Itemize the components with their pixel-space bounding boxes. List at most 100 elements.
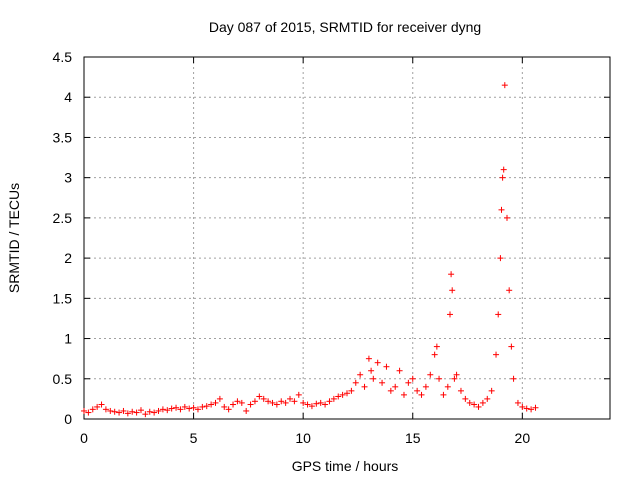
data-point <box>269 399 276 406</box>
data-point <box>493 351 500 358</box>
data-point <box>295 391 302 398</box>
y-tick-label: 3 <box>64 170 72 186</box>
data-point <box>291 398 298 405</box>
data-point <box>348 387 355 394</box>
data-point <box>365 355 372 362</box>
y-tick-label: 4.5 <box>53 49 73 65</box>
data-point <box>129 408 136 415</box>
data-point <box>352 379 359 386</box>
data-point <box>190 404 197 411</box>
data-point <box>422 383 429 390</box>
data-point <box>256 393 263 400</box>
data-point <box>234 398 241 405</box>
data-point <box>251 398 258 405</box>
x-tick-label: 20 <box>515 430 531 446</box>
data-point <box>221 403 228 410</box>
data-point <box>532 404 539 411</box>
x-tick-label: 15 <box>405 430 421 446</box>
data-point <box>287 395 294 402</box>
data-point <box>230 401 237 408</box>
data-point <box>137 407 144 414</box>
data-point <box>510 375 517 382</box>
data-point <box>94 403 101 410</box>
chart-title: Day 087 of 2015, SRMTID for receiver dyn… <box>209 19 481 35</box>
data-point <box>436 375 443 382</box>
y-tick-label: 0 <box>64 411 72 427</box>
y-tick-label: 3.5 <box>53 129 73 145</box>
data-point <box>199 403 206 410</box>
data-point <box>159 406 166 413</box>
data-point <box>370 375 377 382</box>
data-point <box>449 287 456 294</box>
data-point <box>368 367 375 374</box>
data-point <box>462 395 469 402</box>
data-point <box>396 367 403 374</box>
data-point <box>308 403 315 410</box>
y-tick-label: 1.5 <box>53 290 73 306</box>
data-point <box>392 383 399 390</box>
data-point <box>523 405 530 412</box>
data-point <box>374 359 381 366</box>
data-point <box>475 403 482 410</box>
data-point <box>313 400 320 407</box>
data-point <box>177 406 184 413</box>
data-point <box>418 391 425 398</box>
data-point <box>448 271 455 278</box>
plot-area <box>83 56 611 420</box>
data-point <box>457 387 464 394</box>
data-point <box>194 406 201 413</box>
data-point <box>142 411 149 418</box>
grid <box>84 57 610 419</box>
data-point <box>116 409 123 416</box>
data-point <box>124 410 131 417</box>
data-points <box>81 82 539 418</box>
data-point <box>519 403 526 410</box>
x-tick-label: 0 <box>80 430 88 446</box>
data-point <box>400 391 407 398</box>
data-point <box>243 407 250 414</box>
data-point <box>488 387 495 394</box>
x-tick-label: 10 <box>295 430 311 446</box>
data-point <box>440 391 447 398</box>
data-point <box>501 82 508 89</box>
data-point <box>238 399 245 406</box>
data-point <box>265 398 272 405</box>
data-point <box>528 406 535 413</box>
data-point <box>304 401 311 408</box>
data-point <box>300 399 307 406</box>
data-point <box>453 371 460 378</box>
data-point <box>120 407 127 414</box>
data-point <box>186 405 193 412</box>
y-tick-label: 1 <box>64 331 72 347</box>
data-point <box>339 391 346 398</box>
data-point <box>498 206 505 213</box>
data-point <box>379 379 386 386</box>
data-point <box>107 407 114 414</box>
data-point <box>322 401 329 408</box>
data-point <box>326 398 333 405</box>
data-point <box>506 287 513 294</box>
y-tick-label: 0.5 <box>53 371 73 387</box>
data-point <box>479 399 486 406</box>
data-point <box>260 395 267 402</box>
data-point <box>168 405 175 412</box>
data-point <box>466 399 473 406</box>
data-point <box>181 403 188 410</box>
data-point <box>361 383 368 390</box>
data-point <box>335 393 342 400</box>
data-point <box>203 403 210 410</box>
data-point <box>357 371 364 378</box>
data-point <box>471 401 478 408</box>
data-point <box>89 406 96 413</box>
data-point <box>484 395 491 402</box>
data-point <box>155 407 162 414</box>
data-point <box>282 399 289 406</box>
data-point <box>427 371 434 378</box>
data-point <box>444 383 451 390</box>
data-point <box>514 399 521 406</box>
data-point <box>383 363 390 370</box>
data-point <box>247 401 254 408</box>
data-point <box>451 375 458 382</box>
y-tick-label: 2 <box>64 250 72 266</box>
x-tick-label: 5 <box>190 430 198 446</box>
